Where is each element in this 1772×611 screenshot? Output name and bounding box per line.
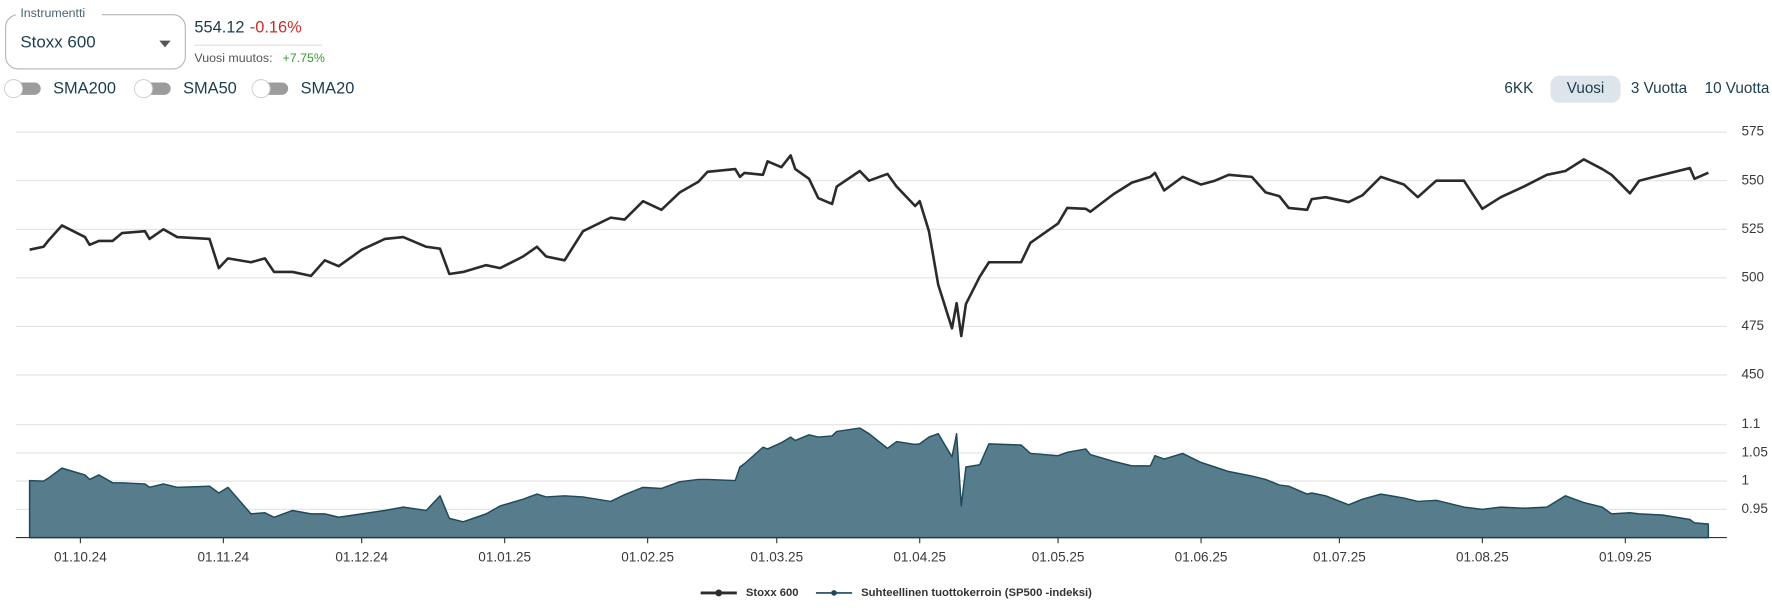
y-tick-label: 575 xyxy=(1741,124,1764,139)
y-tick-label: 1 xyxy=(1741,473,1749,488)
ratio-area xyxy=(28,427,1710,539)
x-tick-label: 01.04.25 xyxy=(893,549,946,564)
x-tick-label: 01.11.24 xyxy=(197,549,249,564)
x-tick-label: 01.03.25 xyxy=(750,549,803,564)
x-tick-label: 01.06.25 xyxy=(1175,549,1228,564)
y-tick-label: 1.05 xyxy=(1741,444,1767,459)
toggle-label[interactable]: SMA200 xyxy=(53,80,116,98)
price-line xyxy=(29,154,1709,338)
legend-swatch xyxy=(715,589,723,597)
x-tick-label: 01.08.25 xyxy=(1456,549,1509,564)
legend-label[interactable]: Stoxx 600 xyxy=(746,587,799,599)
range-button[interactable]: Vuosi xyxy=(1567,80,1605,97)
range-button[interactable]: 10 Vuotta xyxy=(1705,80,1770,97)
toggle-knob[interactable] xyxy=(134,79,154,99)
x-tick-label: 01.12.24 xyxy=(335,549,388,564)
y-tick-label: 450 xyxy=(1741,367,1764,382)
label-bg xyxy=(15,6,102,21)
y-tick-label: 475 xyxy=(1741,318,1764,333)
toggle-knob[interactable] xyxy=(4,79,24,99)
year-change-label: Vuosi muutos: xyxy=(194,51,272,65)
range-button-bg[interactable] xyxy=(1550,75,1621,103)
y-tick-label: 1.1 xyxy=(1741,416,1760,431)
price-change: -0.16% xyxy=(250,19,302,37)
x-tick-label: 01.10.24 xyxy=(54,549,107,564)
y-tick-label: 550 xyxy=(1741,172,1764,187)
y-tick-label: 0.95 xyxy=(1741,501,1767,516)
x-tick-label: 01.05.25 xyxy=(1032,549,1085,564)
instrument-label: Instrumentti xyxy=(20,6,85,20)
toggle-knob[interactable] xyxy=(251,79,271,99)
toggle-label[interactable]: SMA50 xyxy=(183,80,237,98)
dropdown-arrow[interactable] xyxy=(159,40,171,48)
x-tick-label: 01.07.25 xyxy=(1313,549,1366,564)
year-change: +7.75% xyxy=(283,51,325,65)
legend-label[interactable]: Suhteellinen tuottokerroin (SP500 -indek… xyxy=(861,587,1092,599)
x-tick-label: 01.09.25 xyxy=(1599,549,1652,564)
y-tick-label: 525 xyxy=(1741,221,1764,236)
range-button[interactable]: 3 Vuotta xyxy=(1631,80,1688,97)
range-button[interactable]: 6KK xyxy=(1504,80,1533,97)
x-tick-label: 01.02.25 xyxy=(621,549,674,564)
price: 554.12 xyxy=(194,19,244,37)
toggle-label[interactable]: SMA20 xyxy=(301,80,355,98)
x-tick-label: 01.01.25 xyxy=(478,549,531,564)
instrument-value[interactable]: Stoxx 600 xyxy=(20,32,95,51)
legend-swatch xyxy=(831,590,837,596)
y-tick-label: 500 xyxy=(1741,269,1764,284)
